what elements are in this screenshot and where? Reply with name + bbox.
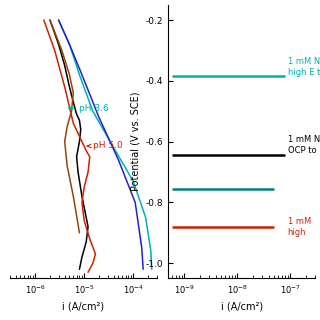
Text: 1 mM NaCl
high E te: 1 mM NaCl high E te [288, 57, 320, 77]
Y-axis label: Potential (V vs. SCE): Potential (V vs. SCE) [130, 92, 140, 191]
Text: pH 3.6: pH 3.6 [69, 104, 109, 113]
Text: 1 mM NaCl
OCP to H: 1 mM NaCl OCP to H [288, 135, 320, 155]
Text: 1 mM
high: 1 mM high [288, 217, 311, 237]
Text: pH 5.0: pH 5.0 [87, 141, 123, 150]
X-axis label: i (A/cm²): i (A/cm²) [62, 301, 104, 311]
X-axis label: i (A/cm²): i (A/cm²) [221, 301, 263, 311]
